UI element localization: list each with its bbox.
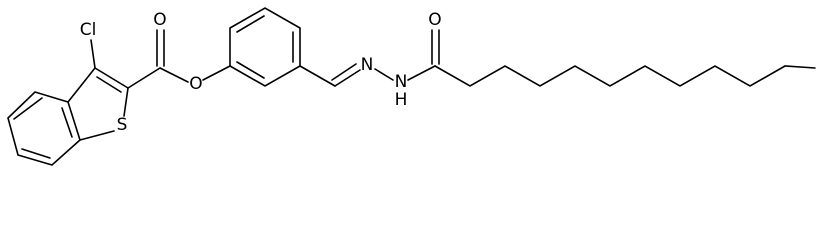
atom-label: N [395, 72, 408, 92]
atom-label: O [189, 74, 202, 94]
double-bond [13, 97, 43, 120]
bonds [7, 7, 816, 166]
bond [123, 87, 129, 117]
bond [79, 130, 115, 141]
double-bond [236, 61, 265, 79]
atom-label: S [117, 115, 128, 135]
double-bond [236, 15, 265, 33]
double-bond [96, 76, 122, 93]
bond [374, 68, 394, 81]
double-bond [334, 69, 361, 87]
bond [159, 67, 189, 83]
structure-diagram: Cl O O S N N H O [7, 7, 816, 166]
double-bond [331, 63, 357, 81]
bond [94, 67, 129, 89]
atom-label: H [395, 90, 408, 110]
atom-label: Cl [80, 20, 97, 40]
bond [202, 65, 231, 81]
atom-label: O [153, 10, 166, 30]
bond [67, 67, 96, 103]
phenyl-ring [229, 7, 301, 87]
atom-label: N [361, 55, 374, 75]
bond [127, 67, 161, 89]
double-bond [61, 107, 73, 138]
atom-label: O [428, 10, 441, 30]
bond [299, 65, 336, 87]
bond [90, 39, 96, 69]
bond [407, 65, 436, 81]
alkyl-chain [434, 65, 816, 87]
double-bond [21, 148, 51, 159]
